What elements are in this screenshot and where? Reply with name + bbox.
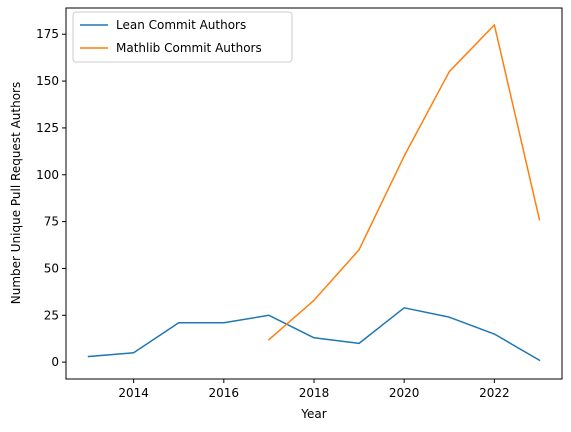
y-tick-label: 0 [51,355,59,369]
y-axis-ticks: 0 25 50 75 100 125 150 175 [36,27,66,369]
legend-label-mathlib: Mathlib Commit Authors [116,41,262,55]
plot-frame [65,7,563,380]
legend-box [72,11,293,63]
y-tick-label: 150 [36,74,59,88]
y-tick-label: 25 [44,308,59,322]
series-line-lean [87,307,541,362]
legend: Lean Commit Authors Mathlib Commit Autho… [72,11,293,63]
y-tick-label: 50 [44,261,59,275]
x-tick-label: 2014 [118,386,149,400]
series-line-mathlib [267,24,541,341]
x-axis-label: Year [300,407,326,421]
x-tick-label: 2018 [299,386,330,400]
x-tick-label: 2022 [479,386,510,400]
x-tick-label: 2020 [389,386,420,400]
series-layer [87,24,541,362]
x-axis-ticks: 2014 2016 2018 2020 2022 [118,379,510,400]
y-tick-label: 75 [44,215,59,229]
y-axis-label: Number Unique Pull Request Authors [9,82,23,305]
y-tick-label: 100 [36,168,59,182]
y-tick-label: 125 [36,121,59,135]
y-tick-label: 175 [36,27,59,41]
legend-label-lean: Lean Commit Authors [116,18,246,32]
x-tick-label: 2016 [209,386,240,400]
